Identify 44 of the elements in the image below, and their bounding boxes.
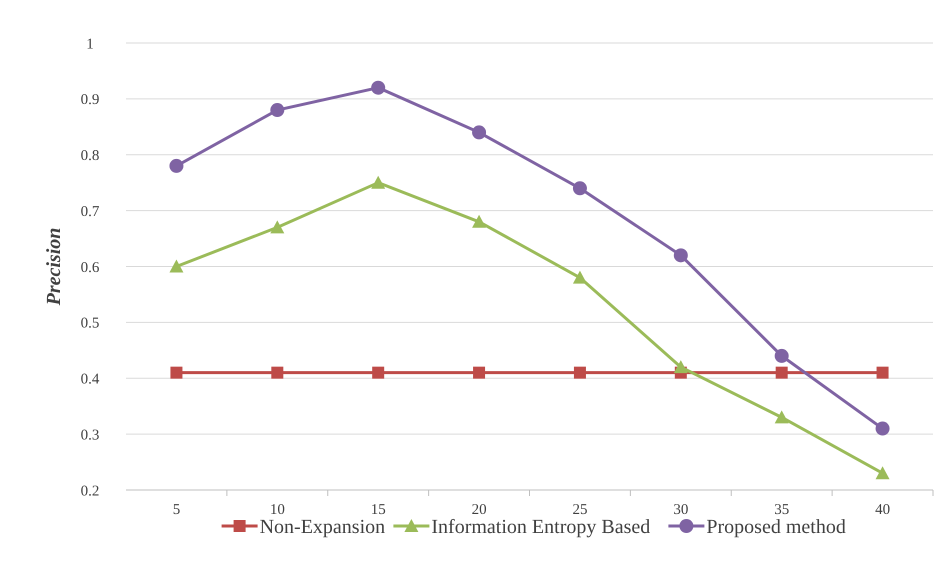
point	[674, 360, 688, 374]
x-tick-label: 20	[472, 502, 487, 518]
point	[574, 366, 586, 379]
legend-label: Information Entropy Based	[431, 516, 650, 538]
y-axis-title: Precision	[43, 228, 65, 306]
point	[572, 270, 587, 284]
legend-label: Non-Expansion	[260, 516, 386, 538]
point	[371, 176, 386, 189]
x-tick-label: 10	[270, 502, 285, 518]
point	[876, 466, 890, 480]
point	[572, 181, 587, 196]
point	[169, 158, 184, 173]
y-tick-label: 0.4	[80, 372, 100, 388]
legend-label: Proposed method	[706, 516, 846, 538]
point	[169, 260, 184, 272]
point	[371, 80, 386, 95]
point	[271, 366, 284, 379]
y-tick-label: 0.9	[80, 92, 100, 108]
point	[170, 366, 182, 379]
x-tick-label: 25	[572, 502, 588, 518]
point	[774, 410, 789, 424]
point	[472, 125, 486, 140]
point	[372, 366, 384, 379]
y-tick-label: 0.5	[80, 316, 100, 332]
y-tick-label: 0.6	[80, 260, 100, 276]
y-tick-label: 1	[86, 36, 94, 52]
x-tick-label: 15	[370, 502, 386, 518]
x-tick-label: 5	[172, 502, 180, 518]
point	[876, 366, 889, 379]
point	[776, 366, 788, 379]
x-tick-label: 40	[875, 502, 890, 518]
x-tick-label: 35	[774, 502, 790, 518]
point	[876, 422, 890, 436]
point	[270, 220, 284, 234]
point	[674, 248, 688, 262]
y-tick-label: 0.7	[80, 204, 100, 220]
y-tick-label: 0.3	[80, 427, 100, 444]
point	[472, 214, 486, 228]
point	[774, 348, 789, 363]
point	[270, 103, 284, 118]
point	[473, 366, 486, 379]
y-tick-label: 0.8	[80, 148, 100, 164]
y-tick-label: 0.2	[80, 483, 100, 500]
x-tick-label: 30	[673, 502, 688, 518]
